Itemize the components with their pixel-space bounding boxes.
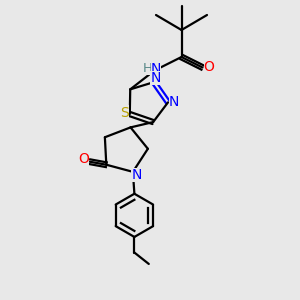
Text: N: N (169, 95, 179, 109)
Text: S: S (120, 106, 129, 119)
Text: N: N (151, 62, 161, 76)
Text: H: H (143, 61, 153, 75)
Text: O: O (204, 60, 214, 74)
Text: N: N (131, 168, 142, 182)
Text: N: N (150, 70, 160, 85)
Text: O: O (78, 152, 89, 166)
